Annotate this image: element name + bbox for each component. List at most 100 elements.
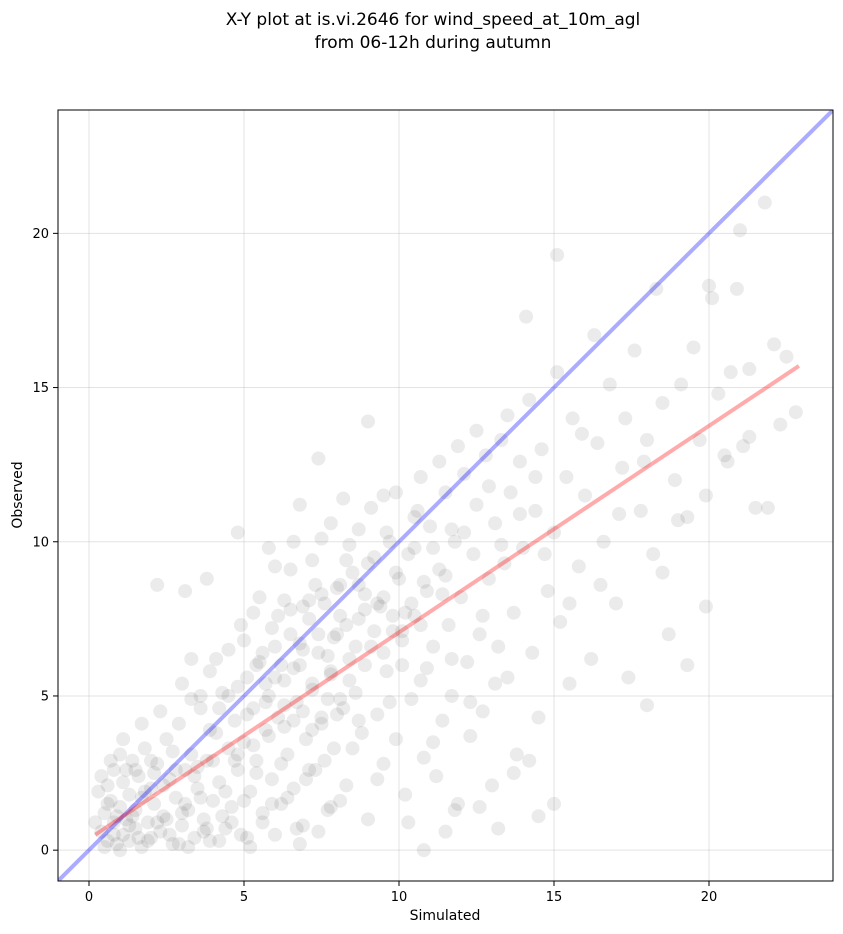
scatter-point: [212, 833, 227, 848]
scatter-point: [215, 685, 230, 700]
scatter-point: [153, 704, 168, 719]
scatter-point: [370, 772, 385, 787]
scatter-point: [274, 658, 289, 673]
scatter-point: [773, 417, 788, 432]
scatter-point: [444, 522, 459, 537]
lines-layer: [58, 110, 833, 881]
scatter-point: [295, 818, 310, 833]
scatter-point: [618, 411, 633, 426]
scatter-point: [190, 759, 205, 774]
scatter-point: [255, 815, 270, 830]
scatter-point: [361, 414, 375, 429]
scatter-point: [438, 568, 453, 583]
scatter-point: [655, 395, 670, 410]
scatter-point: [196, 824, 211, 839]
scatter-point: [178, 584, 193, 599]
scatter-point: [469, 497, 484, 512]
scatter-point: [116, 732, 131, 747]
scatter-point: [376, 756, 391, 771]
y-tick-label-15: 15: [32, 381, 49, 396]
scatter-point: [274, 756, 289, 771]
scatter-point: [531, 710, 546, 725]
scatter-point: [106, 827, 121, 842]
scatter-point: [336, 701, 351, 716]
scatter-point: [435, 587, 450, 602]
scatter-point: [742, 362, 757, 377]
scatter-point: [227, 753, 242, 768]
scatter-point: [128, 762, 143, 777]
scatter-point: [184, 692, 199, 707]
scatter-point: [348, 639, 363, 654]
scatter-point: [137, 784, 152, 799]
scatter-point: [249, 766, 264, 781]
scatter-point: [249, 658, 264, 673]
scatter-point: [522, 392, 537, 407]
scatter-point: [640, 432, 654, 447]
scatter-point: [444, 688, 459, 703]
scatter-point: [333, 608, 348, 623]
scatter-point: [450, 439, 465, 454]
scatter-point: [283, 562, 298, 577]
scatter-point: [432, 562, 447, 577]
scatter-point: [144, 753, 158, 768]
scatter-point: [106, 815, 121, 830]
x-tick-label-20: 20: [701, 890, 718, 905]
scatter-point: [339, 553, 354, 568]
scatter-point: [472, 799, 487, 814]
scatter-point: [305, 682, 320, 697]
scatter-point: [261, 540, 276, 555]
scatter-point: [202, 664, 217, 679]
scatter-point: [367, 624, 382, 639]
scatter-point: [444, 651, 459, 666]
scatter-point: [330, 707, 344, 722]
scatter-point: [150, 577, 165, 592]
scatter-point: [277, 698, 292, 713]
scatter-point: [150, 815, 165, 830]
scatter-point: [702, 278, 716, 293]
grid-layer: [58, 110, 833, 881]
scatter-point: [277, 593, 292, 608]
scatter-point: [292, 836, 307, 851]
scatter-point: [413, 673, 428, 688]
scatter-point: [274, 796, 289, 811]
scatter-point: [218, 821, 233, 836]
scatter-point: [243, 784, 258, 799]
scatter-point: [106, 762, 121, 777]
scatter-point: [720, 454, 735, 469]
scatter-point: [550, 247, 565, 262]
scatter-point: [221, 642, 236, 657]
scatter-point: [407, 510, 422, 525]
scatter-point: [528, 503, 543, 518]
scatter-point: [246, 605, 261, 620]
y-axis-label: Observed: [10, 461, 26, 528]
scatter-point: [147, 766, 162, 781]
scatter-point: [553, 614, 568, 629]
scatter-point: [268, 639, 282, 654]
scatter-point: [199, 753, 214, 768]
scatter-point: [252, 590, 267, 605]
scatter-point: [314, 710, 329, 725]
scatter-point: [633, 503, 648, 518]
scatter-point: [137, 741, 152, 756]
scatter-point: [237, 735, 251, 750]
scatter-point: [742, 429, 757, 444]
y-tick-label-0: 0: [41, 844, 49, 859]
scatter-point: [342, 673, 357, 688]
chart-title-line-2: from 06-12h during autumn: [315, 33, 552, 53]
scatter-point: [531, 809, 546, 824]
scatter-point: [178, 796, 193, 811]
scatter-point: [159, 812, 174, 827]
scatter-point: [249, 753, 264, 768]
scatter-point: [717, 448, 732, 463]
scatter-point: [640, 698, 654, 713]
scatter-point: [128, 821, 143, 836]
scatter-point: [320, 692, 335, 707]
scatter-point: [184, 747, 199, 762]
scatter-point: [299, 732, 313, 747]
scatter-point: [357, 587, 372, 602]
scatter-point: [674, 377, 689, 392]
scatter-point: [181, 840, 196, 855]
scatter-point: [261, 688, 276, 703]
scatter-point: [733, 223, 747, 238]
